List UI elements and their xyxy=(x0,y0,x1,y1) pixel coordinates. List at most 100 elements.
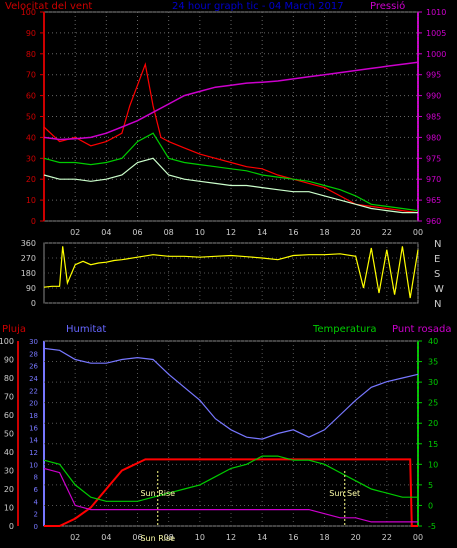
compass-label: E xyxy=(434,254,440,265)
humidity-tick-label: 30 xyxy=(29,338,38,346)
chart-title: 24 hour graph tic - 04 March 2017 xyxy=(172,1,344,12)
pressure-tick-label: 990 xyxy=(426,92,441,101)
wind-tick-label: 50 xyxy=(26,113,36,122)
panel1-time-label: 08 xyxy=(164,228,174,237)
rain-tick-label: 30 xyxy=(4,467,14,476)
humidity-tick-label: 8 xyxy=(34,474,38,482)
rain-tick-label: 100 xyxy=(0,337,14,346)
humidity-tick-label: 18 xyxy=(29,412,38,420)
rain-tick-label: 10 xyxy=(4,504,14,513)
rain-tick-label: 20 xyxy=(4,485,14,494)
pressure-tick-label: 1000 xyxy=(426,50,446,59)
gust-line xyxy=(43,62,419,214)
humidity-tick-label: 26 xyxy=(29,363,38,371)
rain-tick-label: 0 xyxy=(9,522,14,531)
temp-tick-label: 0 xyxy=(428,501,433,510)
rain-tick-label: 80 xyxy=(4,374,14,383)
wind-tick-label: 80 xyxy=(26,50,36,59)
direction-tick-label: 0 xyxy=(31,299,36,308)
humidity-tick-label: 10 xyxy=(29,461,38,469)
wind-tick-label: 60 xyxy=(26,92,36,101)
panel1-time-label: 02 xyxy=(70,228,80,237)
sun-annotation: Sun Rise xyxy=(140,534,175,543)
panel3-time-label: 00 xyxy=(413,533,423,542)
direction-tick-label: 270 xyxy=(21,254,36,263)
humidity-tick-label: 2 xyxy=(34,511,38,519)
pressure-tick-label: 965 xyxy=(426,196,441,205)
wind-tick-label: 0 xyxy=(31,217,36,226)
panel3-time-label: 06 xyxy=(132,533,142,542)
wind-tick-label: 90 xyxy=(26,29,36,38)
humidity-tick-label: 12 xyxy=(29,449,38,457)
rain-tick-label: 40 xyxy=(4,448,14,457)
compass-label: N xyxy=(434,239,441,250)
humidity-tick-label: 20 xyxy=(29,400,38,408)
pressure-tick-label: 960 xyxy=(426,217,441,226)
panel1-time-label: 16 xyxy=(288,228,298,237)
humidity-line xyxy=(43,347,419,440)
panel1-time-label: 06 xyxy=(132,228,142,237)
panel1-time-label: 18 xyxy=(319,228,329,237)
panel1-time-label: 14 xyxy=(257,228,267,237)
wind-tick-label: 30 xyxy=(26,154,36,163)
panel1-time-label: 10 xyxy=(195,228,205,237)
dewpoint-axis-title: Punt rosada xyxy=(392,324,451,335)
sun-annotation: Sun Set xyxy=(329,489,360,498)
panel3-time-label: 08 xyxy=(164,533,174,542)
pressure-tick-label: 995 xyxy=(426,71,441,80)
panel3-time-label: 20 xyxy=(351,533,361,542)
humidity-tick-label: 4 xyxy=(34,498,39,506)
temp-tick-label: 35 xyxy=(428,358,438,367)
temp-tick-label: 20 xyxy=(428,419,438,428)
humidity-tick-label: 24 xyxy=(29,375,38,383)
rain-tick-label: 60 xyxy=(4,411,14,420)
humidity-tick-label: 16 xyxy=(29,424,38,432)
compass-label: W xyxy=(434,284,444,295)
temp-tick-label: 10 xyxy=(428,460,438,469)
temp-tick-label: 15 xyxy=(428,440,438,449)
pressure-tick-label: 975 xyxy=(426,154,441,163)
humidity-axis-title: Humitat xyxy=(66,324,106,335)
humidity-tick-label: 0 xyxy=(34,523,38,531)
wind-tick-label: 40 xyxy=(26,133,36,142)
wind-tick-label: 70 xyxy=(26,71,36,80)
direction-tick-label: 360 xyxy=(21,239,36,248)
temp-tick-label: 30 xyxy=(428,378,438,387)
rain-tick-label: 50 xyxy=(4,430,14,439)
rain-tick-label: 70 xyxy=(4,393,14,402)
humidity-tick-label: 14 xyxy=(29,437,38,445)
temp-tick-label: 25 xyxy=(428,399,438,408)
rain-tick-label: 90 xyxy=(4,356,14,365)
temperature-line xyxy=(43,455,418,502)
panel3-time-label: 14 xyxy=(257,533,267,542)
wind-tick-label: 10 xyxy=(26,196,36,205)
panel1-time-label: 12 xyxy=(226,228,236,237)
direction-tick-label: 90 xyxy=(26,284,36,293)
panel3-time-label: 02 xyxy=(70,533,80,542)
temperature-axis-title: Temperatura xyxy=(312,324,377,335)
panel1-time-label: 04 xyxy=(101,228,111,237)
pressure-line xyxy=(43,61,419,141)
panel1-time-label: 20 xyxy=(351,228,361,237)
wind-tick-label: 20 xyxy=(26,175,36,184)
humidity-tick-label: 6 xyxy=(34,486,39,494)
sun-annotation: Sun Rise xyxy=(140,489,175,498)
panel3-time-label: 18 xyxy=(319,533,329,542)
humidity-tick-label: 28 xyxy=(29,350,38,358)
panel3-time-label: 12 xyxy=(226,533,236,542)
wind-speed-axis-title: Velocitat del vent xyxy=(5,1,92,12)
panel1-time-label: 00 xyxy=(413,228,423,237)
panel3-time-label: 10 xyxy=(195,533,205,542)
pressure-tick-label: 1005 xyxy=(426,29,446,38)
average-line xyxy=(43,132,419,212)
panel3-time-label: 22 xyxy=(382,533,392,542)
dewpoint-line xyxy=(43,467,418,523)
direction-line xyxy=(43,246,419,299)
wind-tick-label: 100 xyxy=(21,8,36,17)
compass-label: N xyxy=(434,299,441,310)
temp-tick-label: 40 xyxy=(428,337,438,346)
pressure-tick-label: 985 xyxy=(426,113,441,122)
speed-line xyxy=(43,157,418,214)
temp-tick-label: -5 xyxy=(428,522,436,531)
